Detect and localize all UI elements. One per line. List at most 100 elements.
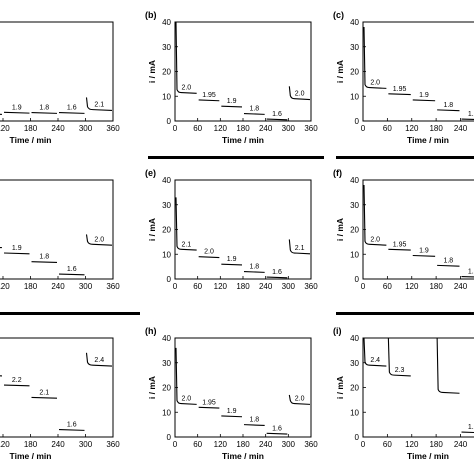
- x-tick-label: 180: [236, 282, 250, 291]
- x-tick-label: 240: [51, 282, 65, 291]
- current-trace: [58, 429, 85, 431]
- panels-layer: 60120180240300360Time / min2.12.01.951.9…: [0, 10, 474, 461]
- x-axis-title: Time / min: [407, 135, 449, 145]
- current-trace: [461, 431, 474, 434]
- x-tick-label: 300: [282, 124, 296, 133]
- x-tick-label: 240: [454, 440, 468, 449]
- y-tick-label: 0: [355, 433, 360, 442]
- potential-step-label: 1.8: [249, 106, 259, 113]
- potential-step-label: 2.4: [94, 357, 104, 364]
- current-trace: [221, 415, 243, 418]
- plot-frame: [174, 21, 312, 122]
- x-tick-label: 300: [79, 282, 93, 291]
- panel-letter: (f): [333, 168, 342, 178]
- x-axis-title: Time / min: [222, 451, 264, 461]
- x-axis-title: Time / min: [10, 451, 52, 461]
- x-tick-label: 60: [383, 124, 392, 133]
- current-trace: [461, 118, 474, 121]
- current-trace: [288, 86, 311, 101]
- y-tick-label: 20: [162, 68, 171, 77]
- potential-step-label: 1.8: [39, 105, 49, 112]
- x-tick-label: 60: [383, 440, 392, 449]
- y-tick-label: 10: [350, 92, 359, 101]
- x-tick-label: 60: [193, 124, 202, 133]
- current-trace: [85, 352, 113, 367]
- y-tick-label: 20: [350, 226, 359, 235]
- plot-frame: [174, 179, 312, 280]
- x-tick-label: 60: [193, 440, 202, 449]
- current-trace: [461, 275, 474, 278]
- x-tick-label: 360: [106, 124, 120, 133]
- potential-step-label: 1.9: [419, 247, 429, 254]
- x-tick-label: 120: [405, 124, 419, 133]
- y-tick-label: 10: [350, 250, 359, 259]
- current-trace: [288, 394, 311, 405]
- x-tick-label: 180: [429, 124, 443, 133]
- potential-step-label: 2.3: [395, 367, 405, 374]
- current-trace: [175, 347, 197, 405]
- potential-step-label: 1.8: [39, 254, 49, 261]
- y-tick-label: 10: [162, 408, 171, 417]
- current-trace: [243, 271, 265, 273]
- potential-step-label: 2.0: [94, 236, 104, 243]
- potential-step-label: 1.95: [393, 241, 407, 248]
- current-trace: [363, 26, 387, 89]
- y-tick-label: 40: [162, 334, 171, 343]
- x-tick-label: 0: [361, 282, 366, 291]
- potential-step-label: 1.8: [443, 102, 453, 109]
- current-trace: [31, 261, 58, 264]
- y-tick-label: 30: [162, 201, 171, 210]
- x-tick-label: 120: [405, 440, 419, 449]
- current-trace: [221, 263, 243, 266]
- x-tick-label: 0: [173, 282, 178, 291]
- y-tick-label: 20: [162, 384, 171, 393]
- potential-step-label: 1.8: [249, 264, 259, 271]
- x-tick-label: 360: [106, 282, 120, 291]
- x-tick-label: 180: [24, 440, 38, 449]
- x-axis-title: Time / min: [407, 451, 449, 461]
- potential-step-label: 1.6: [272, 425, 282, 432]
- y-tick-label: 0: [355, 117, 360, 126]
- potential-step-label: 2.0: [181, 396, 191, 403]
- current-trace: [363, 337, 387, 367]
- current-trace: [388, 248, 411, 251]
- current-trace: [58, 273, 85, 276]
- current-trace: [31, 396, 58, 399]
- potential-step-label: 1.9: [227, 256, 237, 263]
- current-trace: [363, 184, 387, 246]
- x-tick-label: 120: [0, 124, 10, 133]
- potential-step-label: 1.95: [202, 92, 216, 99]
- x-tick-label: 120: [0, 282, 10, 291]
- y-tick-label: 0: [355, 275, 360, 284]
- y-tick-label: 10: [162, 92, 171, 101]
- y-tick-label: 20: [350, 68, 359, 77]
- potential-step-label: 2.0: [204, 249, 214, 256]
- current-trace: [0, 113, 3, 115]
- panel-letter: (i): [333, 326, 342, 336]
- x-axis-title: Time / min: [10, 135, 52, 145]
- x-axis-title: Time / min: [222, 135, 264, 145]
- current-trace: [266, 276, 288, 279]
- current-trace: [3, 252, 30, 255]
- current-trace: [198, 99, 220, 102]
- current-trace: [437, 109, 460, 112]
- current-trace: [198, 256, 220, 259]
- plot-frame: [362, 179, 474, 280]
- current-trace: [221, 105, 243, 108]
- panel-b: 0 60 120 180 240 300 360 0 10 20 30 40 Time / min i /…: [145, 10, 318, 145]
- current-trace: [288, 239, 311, 255]
- potential-step-label: 2.0: [295, 396, 305, 403]
- current-trace: [266, 432, 288, 435]
- panel-g: 60120180240300360Time / min2.42.32.22.11…: [0, 337, 120, 461]
- current-trace: [58, 112, 85, 114]
- current-trace: [198, 406, 220, 409]
- y-axis-title: i / mA: [147, 218, 157, 241]
- potential-step-label: 1.6: [272, 111, 282, 118]
- potential-step-label: 2.1: [295, 245, 305, 252]
- x-tick-label: 360: [304, 282, 318, 291]
- potential-step-label: 1.9: [12, 245, 22, 252]
- current-trace: [412, 99, 436, 102]
- potential-step-label: 1.95: [393, 86, 407, 93]
